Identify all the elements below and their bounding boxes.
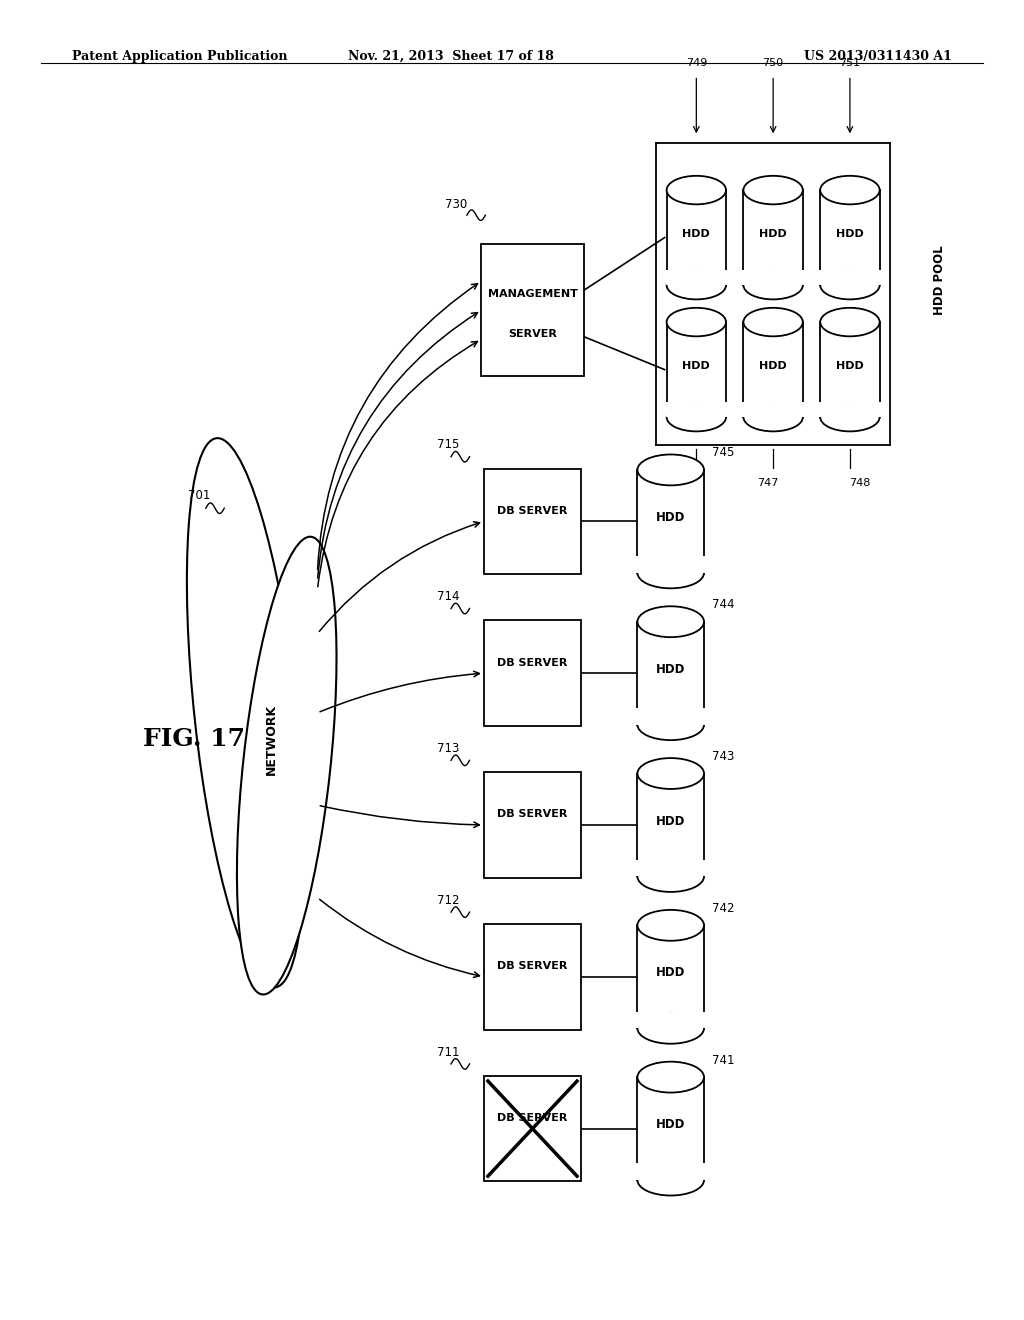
Text: HDD: HDD xyxy=(656,511,685,524)
Ellipse shape xyxy=(667,308,726,337)
Ellipse shape xyxy=(637,557,705,589)
Ellipse shape xyxy=(820,271,880,300)
Ellipse shape xyxy=(637,861,705,892)
Text: HDD POOL: HDD POOL xyxy=(933,246,945,315)
Ellipse shape xyxy=(637,909,705,941)
Text: 715: 715 xyxy=(437,438,459,451)
Bar xyxy=(484,924,582,1030)
Text: DB SERVER: DB SERVER xyxy=(498,961,567,972)
Text: NETWORK: NETWORK xyxy=(265,704,278,775)
Text: HDD: HDD xyxy=(836,228,864,239)
Text: Patent Application Publication: Patent Application Publication xyxy=(72,50,287,63)
Bar xyxy=(666,401,727,417)
Text: HDD: HDD xyxy=(836,360,864,371)
Bar xyxy=(820,190,880,285)
Ellipse shape xyxy=(637,758,705,789)
Text: 749: 749 xyxy=(686,58,707,67)
Ellipse shape xyxy=(743,403,803,432)
Text: DB SERVER: DB SERVER xyxy=(498,809,567,820)
Text: US 2013/0311430 A1: US 2013/0311430 A1 xyxy=(805,50,952,63)
Bar xyxy=(637,1011,706,1028)
Text: 713: 713 xyxy=(437,742,459,755)
Ellipse shape xyxy=(637,606,705,638)
Bar xyxy=(637,1163,706,1180)
Bar xyxy=(667,322,726,417)
Text: HDD: HDD xyxy=(656,814,685,828)
Text: 745: 745 xyxy=(713,446,734,459)
Bar xyxy=(637,1077,705,1180)
Text: MANAGEMENT: MANAGEMENT xyxy=(487,289,578,300)
Ellipse shape xyxy=(637,1164,705,1196)
Ellipse shape xyxy=(820,403,880,432)
Bar xyxy=(743,190,803,285)
Text: 712: 712 xyxy=(437,894,459,907)
Text: HDD: HDD xyxy=(759,228,787,239)
Bar xyxy=(484,469,582,574)
Bar xyxy=(637,622,705,725)
Ellipse shape xyxy=(667,403,726,432)
Text: HDD: HDD xyxy=(682,228,711,239)
Text: HDD: HDD xyxy=(656,1118,685,1131)
Ellipse shape xyxy=(237,537,337,994)
Bar xyxy=(484,772,582,878)
Text: DB SERVER: DB SERVER xyxy=(498,506,567,516)
Text: HDD: HDD xyxy=(682,360,711,371)
Bar xyxy=(819,401,881,417)
Bar xyxy=(484,1076,582,1181)
Bar xyxy=(637,774,705,876)
Bar xyxy=(742,401,804,417)
Bar xyxy=(667,190,726,285)
Text: FIG. 17: FIG. 17 xyxy=(143,727,246,751)
Ellipse shape xyxy=(187,438,304,987)
Text: 730: 730 xyxy=(444,198,467,211)
Ellipse shape xyxy=(743,308,803,337)
Ellipse shape xyxy=(637,709,705,741)
Ellipse shape xyxy=(637,1061,705,1093)
Ellipse shape xyxy=(637,1012,705,1044)
Text: 746: 746 xyxy=(649,478,671,487)
Text: 747: 747 xyxy=(758,478,778,487)
Text: 750: 750 xyxy=(763,58,783,67)
Bar xyxy=(742,269,804,285)
Bar xyxy=(666,269,727,285)
Bar xyxy=(637,470,705,573)
Text: 744: 744 xyxy=(713,598,734,611)
Ellipse shape xyxy=(743,176,803,205)
Ellipse shape xyxy=(667,271,726,300)
Text: 751: 751 xyxy=(840,58,860,67)
Text: SERVER: SERVER xyxy=(508,329,557,339)
Bar xyxy=(637,708,706,725)
Text: HDD: HDD xyxy=(656,663,685,676)
Bar xyxy=(743,322,803,417)
Bar xyxy=(637,859,706,876)
Text: 701: 701 xyxy=(188,488,211,502)
Text: HDD: HDD xyxy=(656,966,685,979)
Text: 742: 742 xyxy=(713,902,734,915)
Text: 748: 748 xyxy=(850,478,870,487)
Bar xyxy=(819,269,881,285)
Bar xyxy=(820,322,880,417)
Text: 741: 741 xyxy=(713,1053,734,1067)
Ellipse shape xyxy=(637,454,705,486)
Text: 743: 743 xyxy=(713,750,734,763)
Text: 714: 714 xyxy=(437,590,459,603)
Ellipse shape xyxy=(667,176,726,205)
Text: HDD: HDD xyxy=(759,360,787,371)
Ellipse shape xyxy=(743,271,803,300)
Bar xyxy=(637,556,706,573)
Text: Nov. 21, 2013  Sheet 17 of 18: Nov. 21, 2013 Sheet 17 of 18 xyxy=(347,50,554,63)
Ellipse shape xyxy=(820,176,880,205)
Bar xyxy=(637,925,705,1028)
Text: DB SERVER: DB SERVER xyxy=(498,1113,567,1123)
Bar xyxy=(481,244,584,376)
Text: DB SERVER: DB SERVER xyxy=(498,657,567,668)
Bar xyxy=(484,620,582,726)
Text: 711: 711 xyxy=(437,1045,459,1059)
Ellipse shape xyxy=(820,308,880,337)
